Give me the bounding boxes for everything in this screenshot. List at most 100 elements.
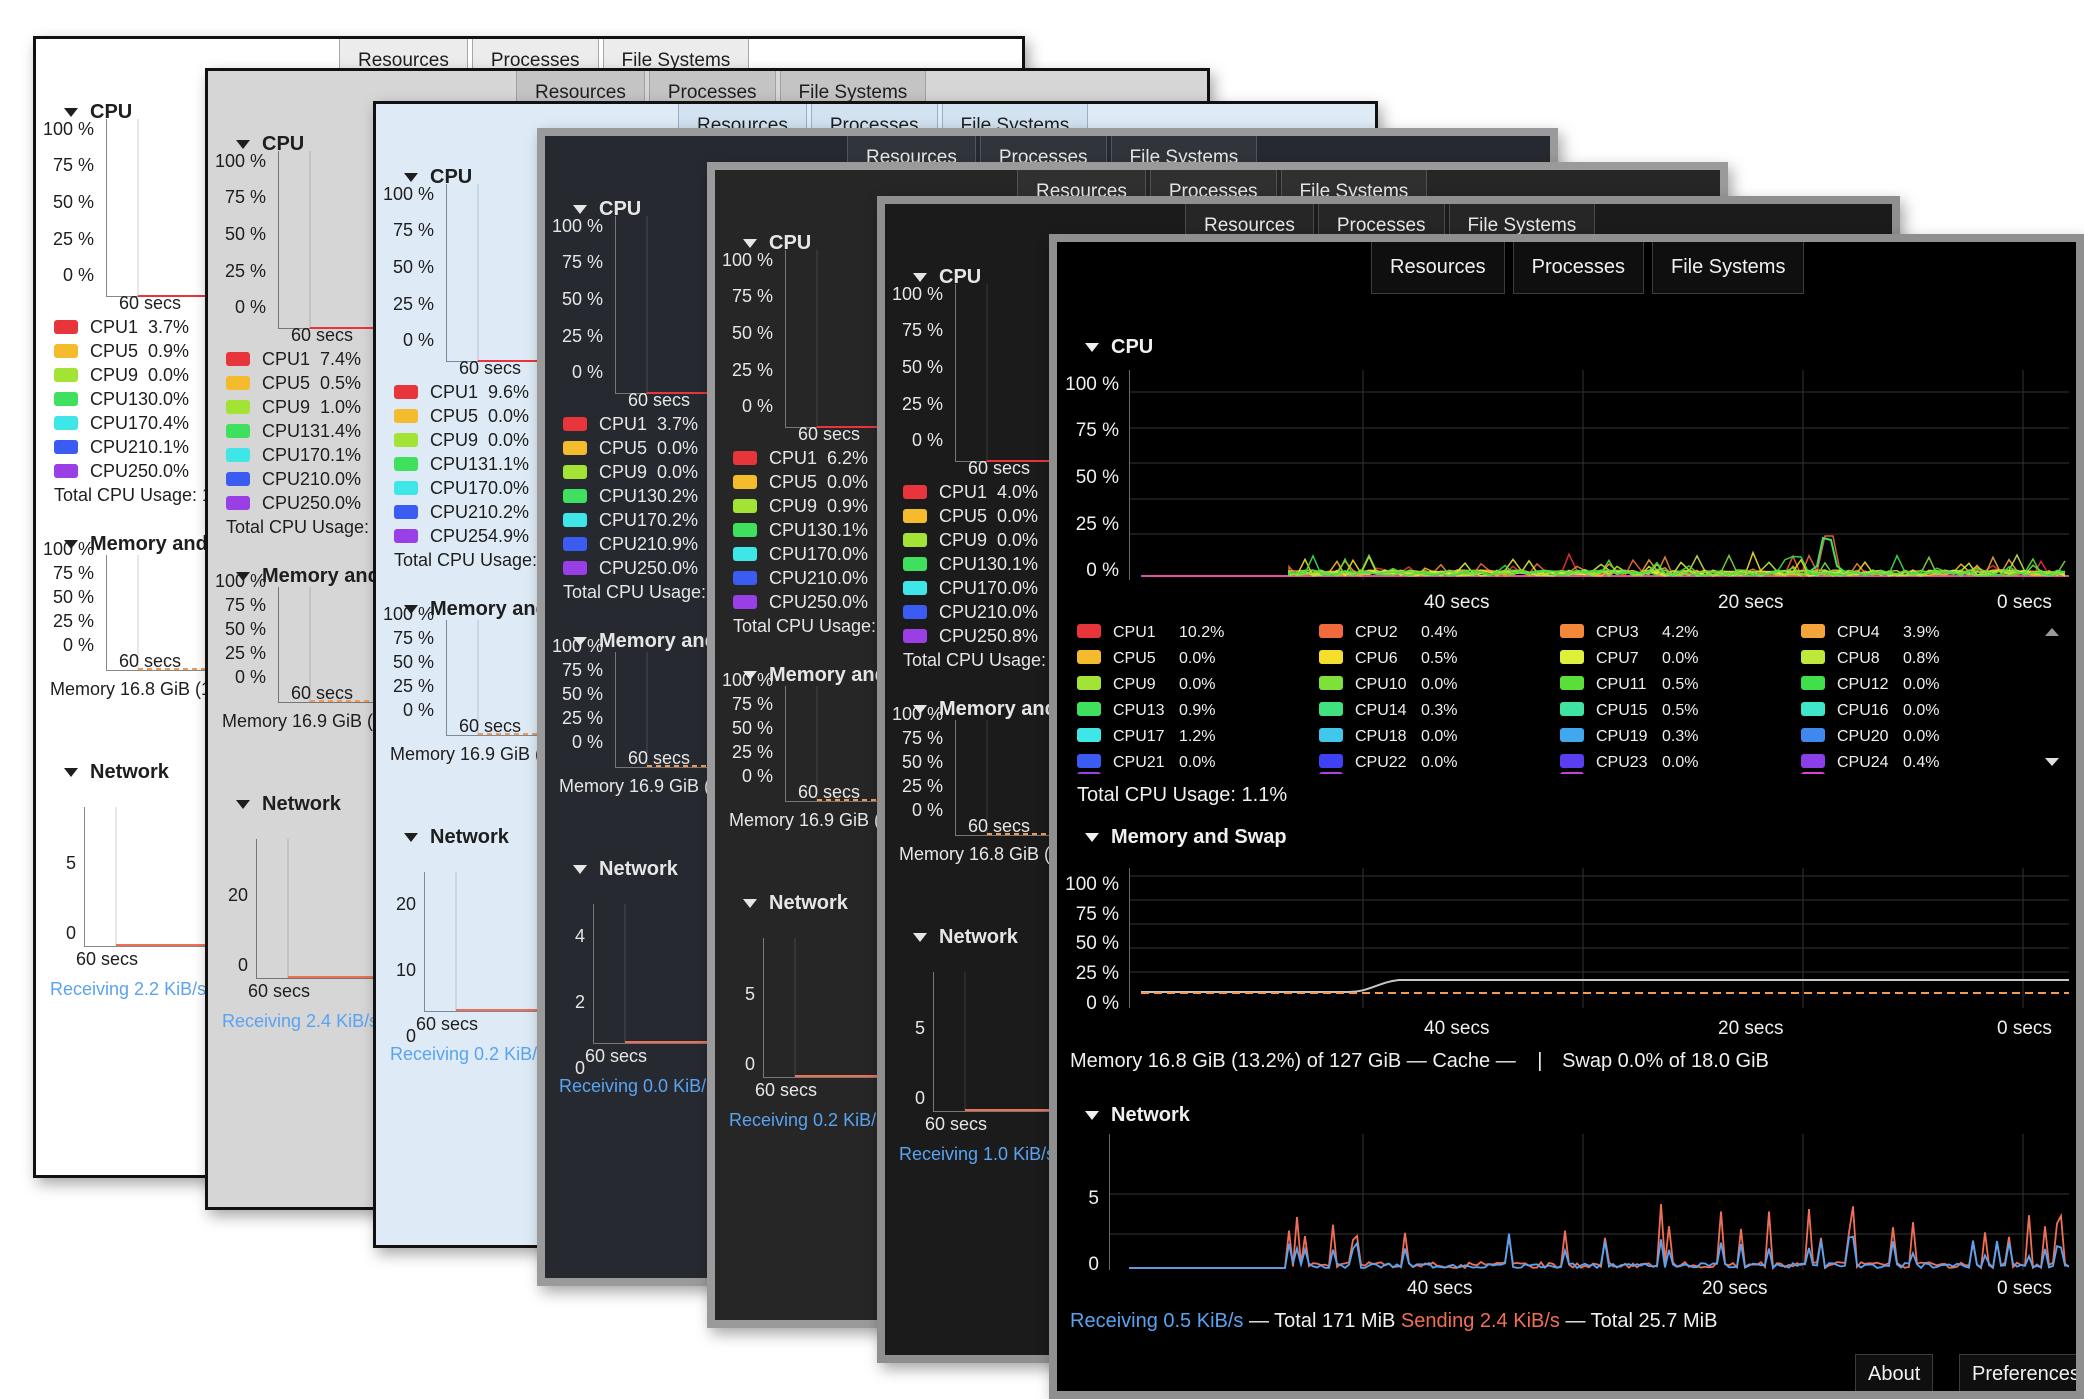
collapse-triangle-icon: [236, 572, 250, 582]
legend-swatch: [903, 629, 927, 643]
x-tick: 20 secs: [1718, 1018, 1784, 1039]
legend-name: CPU13: [769, 520, 828, 540]
legend-value: 4.9%: [488, 526, 530, 546]
x-tick: 20 secs: [1702, 1278, 1768, 1299]
legend-swatch: [394, 409, 418, 423]
cpu-section-header[interactable]: CPU: [236, 133, 304, 156]
legend-item: CPU5 0.0%: [903, 504, 1038, 528]
legend-item: CPU170.4%: [54, 411, 189, 435]
legend-value: 0.5%: [1421, 650, 1458, 667]
y-tick: 0 %: [62, 265, 94, 285]
legend-value: 0.2%: [488, 502, 530, 522]
y-tick: 75 %: [731, 286, 773, 306]
memory-section-header[interactable]: Memory and Swap: [1085, 826, 1287, 849]
legend-name: CPU10: [1355, 676, 1407, 693]
legend-name: CPU9: [430, 430, 479, 450]
cpu-section-title: CPU: [90, 101, 133, 123]
legend-swatch: [903, 557, 927, 571]
legend-value: 0.8%: [1903, 650, 1940, 667]
legend-value: 0.0%: [1903, 676, 1940, 693]
y-tick: 25 %: [731, 742, 773, 762]
memory-history-graph: [1129, 868, 2069, 1008]
legend-item: CPU7 0.0%: [1560, 646, 1698, 672]
legend-value: 0.8%: [997, 626, 1039, 646]
preferences-button[interactable]: Preferences: [1959, 1354, 2076, 1391]
about-button[interactable]: About: [1855, 1354, 1934, 1391]
legend-item: CPU5 0.5%: [226, 371, 361, 395]
x-tick: 60 secs: [925, 1114, 988, 1134]
legend-value: 0.0%: [827, 568, 869, 588]
legend-name: CPU18: [1355, 728, 1407, 745]
sending-series-line: [1129, 1203, 2069, 1270]
collapse-triangle-icon: [64, 768, 78, 778]
legend-value: 4.0%: [997, 482, 1039, 502]
network-section-header[interactable]: Network: [573, 858, 678, 881]
cpu-legend: CPU1 3.7% CPU5 0.0% CPU9 0.0% CPU130.2% CPU170.…: [563, 412, 698, 580]
legend-name: CPU13: [1113, 702, 1165, 719]
network-section-header[interactable]: Network: [236, 793, 341, 816]
y-tick: 25 %: [224, 643, 266, 663]
y-tick: 75 %: [224, 595, 266, 615]
scroll-up-icon[interactable]: [2045, 628, 2059, 636]
legend-swatch: [394, 433, 418, 447]
legend-item: CPU1 6.2%: [733, 446, 868, 470]
memory-status: Memory 16.8 GiB (13.2%) of 127 GiB — Cac…: [1070, 1050, 1769, 1073]
legend-item: CPU210.2%: [394, 500, 529, 524]
y-tick: 100 %: [382, 604, 434, 624]
legend-item: CPU250.0%: [563, 556, 698, 580]
legend-item: CPU130.2%: [563, 484, 698, 508]
network-section-header[interactable]: Network: [64, 761, 169, 784]
y-tick: 75 %: [561, 660, 603, 680]
legend-name: CPU17: [90, 413, 149, 433]
y-tick: 75 %: [392, 220, 434, 240]
cpu-section-header[interactable]: CPU: [743, 232, 811, 255]
legend-value: 0.0%: [1421, 754, 1458, 771]
cpu-section-header[interactable]: CPU: [64, 101, 132, 124]
collapse-triangle-icon: [743, 899, 757, 909]
legend-swatch: [54, 440, 78, 454]
network-section-header[interactable]: Network: [1085, 1104, 1190, 1127]
receiving-rate: Receiving 0.2 KiB/s: [729, 1110, 886, 1130]
network-section-header[interactable]: Network: [404, 826, 509, 849]
legend-swatch: [1319, 702, 1343, 716]
legend-name: CPU7: [1596, 650, 1639, 667]
legend-swatch: [1801, 728, 1825, 742]
legend-name: CPU5: [1113, 650, 1156, 667]
network-section-title: Network: [939, 926, 1018, 948]
legend-value: 0.0%: [148, 461, 190, 481]
receiving-rate: Receiving 1.0 KiB/s: [899, 1144, 1056, 1164]
y-tick: 25 %: [901, 776, 943, 796]
legend-value: 0.0%: [997, 530, 1039, 550]
legend-item: CPU9 0.0%: [903, 528, 1038, 552]
legend-item: CPU5 0.9%: [54, 339, 189, 363]
tab-resources[interactable]: Resources: [1371, 242, 1505, 294]
network-section-header[interactable]: Network: [913, 926, 1018, 949]
legend-name: CPU21: [769, 568, 828, 588]
legend-scrollbar[interactable]: [2041, 622, 2061, 772]
cpu-section-header[interactable]: CPU: [404, 166, 472, 189]
cpu-section-header[interactable]: CPU: [1085, 336, 1153, 359]
total-cpu-usage: Total CPU Usage: 1.1%: [1077, 784, 1288, 806]
legend-swatch: [1560, 728, 1584, 742]
legend-swatch: [563, 561, 587, 575]
y-tick: 2: [574, 992, 585, 1012]
legend-swatch: [394, 457, 418, 471]
tab-file-systems[interactable]: File Systems: [1651, 242, 1805, 294]
cpu-section-title: CPU: [769, 232, 812, 254]
legend-value: 0.1%: [320, 445, 362, 465]
network-section-title: Network: [599, 858, 678, 880]
cpu-section-header[interactable]: CPU: [913, 266, 981, 289]
legend-name: CPU25: [430, 526, 489, 546]
x-tick: 60 secs: [248, 981, 311, 1001]
y-tick: 50 %: [731, 323, 773, 343]
legend-name: CPU5: [90, 341, 139, 361]
network-section-header[interactable]: Network: [743, 892, 848, 915]
scroll-down-icon[interactable]: [2045, 758, 2059, 766]
legend-name: CPU4: [1837, 624, 1880, 641]
tab-processes[interactable]: Processes: [1512, 242, 1644, 294]
legend-value: 0.3%: [1421, 702, 1458, 719]
cpu-section-header[interactable]: CPU: [573, 198, 641, 221]
legend-value: 0.9%: [1179, 702, 1216, 719]
y-tick: 100 %: [42, 539, 94, 559]
legend-item: CPU254.9%: [394, 524, 529, 548]
